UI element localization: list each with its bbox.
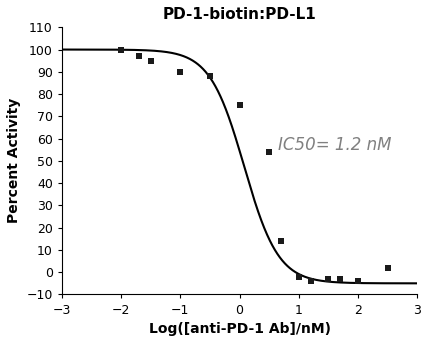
Title: PD-1-biotin:PD-L1: PD-1-biotin:PD-L1 (163, 7, 316, 22)
Y-axis label: Percent Activity: Percent Activity (7, 98, 21, 224)
X-axis label: Log([anti-PD-1 Ab]/nM): Log([anti-PD-1 Ab]/nM) (149, 322, 330, 336)
Text: IC50= 1.2 nM: IC50= 1.2 nM (278, 136, 392, 154)
